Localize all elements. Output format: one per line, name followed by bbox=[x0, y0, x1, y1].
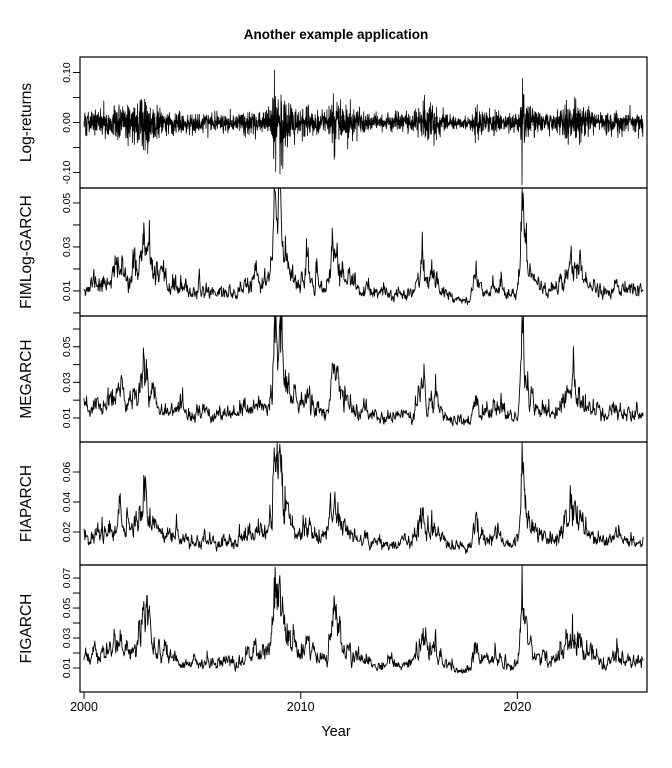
panel-label: MEGARCH bbox=[18, 339, 35, 418]
y-tick-label: 0.03 bbox=[61, 628, 73, 649]
y-tick-label: 0.05 bbox=[61, 336, 73, 357]
panel-label: FIMLog-GARCH bbox=[18, 195, 35, 309]
panel-label: Log-returns bbox=[18, 83, 35, 163]
x-axis-label: Year bbox=[321, 724, 351, 740]
series-line bbox=[83, 564, 644, 674]
y-tick-label: 0.02 bbox=[61, 522, 73, 543]
y-tick-label: -0.10 bbox=[61, 160, 73, 184]
panel-border bbox=[79, 187, 648, 317]
y-tick-label: 0.00 bbox=[61, 112, 73, 133]
y-tick-label: 0.05 bbox=[61, 193, 73, 214]
series-line bbox=[83, 315, 644, 427]
y-tick-label: 0.07 bbox=[61, 568, 73, 589]
y-tick-label: 0.01 bbox=[61, 281, 73, 302]
panel-border bbox=[79, 441, 648, 566]
x-tick-label: 2020 bbox=[503, 700, 531, 714]
y-tick-label: 0.06 bbox=[61, 462, 73, 483]
chart-title: Another example application bbox=[243, 27, 429, 42]
panel-label: FIGARCH bbox=[18, 594, 35, 664]
y-tick-label: 0.01 bbox=[61, 408, 73, 429]
x-tick-label: 2000 bbox=[70, 700, 98, 714]
panel-border bbox=[79, 564, 648, 693]
y-tick-label: 0.05 bbox=[61, 598, 73, 619]
x-tick-label: 2010 bbox=[287, 700, 315, 714]
series-line bbox=[83, 187, 644, 306]
y-tick-label: 0.03 bbox=[61, 372, 73, 393]
y-tick-label: 0.03 bbox=[61, 237, 73, 258]
series-line bbox=[83, 441, 644, 555]
panel-border bbox=[79, 315, 648, 443]
series-line bbox=[83, 69, 644, 186]
y-tick-label: 0.01 bbox=[61, 658, 73, 679]
y-tick-label: 0.04 bbox=[61, 492, 73, 513]
y-tick-label: 0.10 bbox=[61, 62, 73, 83]
panel-label: FIAPARCH bbox=[18, 465, 35, 542]
